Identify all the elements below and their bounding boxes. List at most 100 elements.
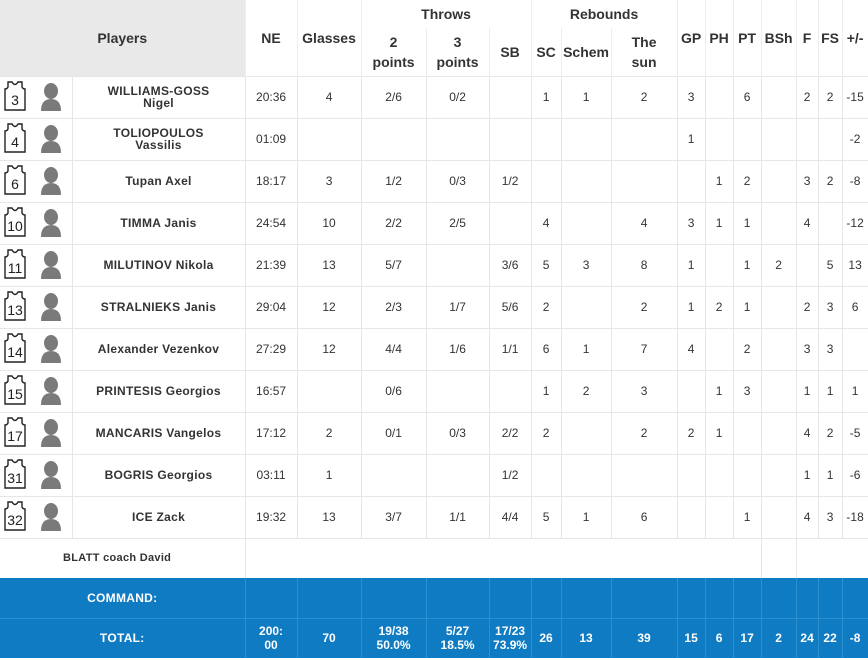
total-the-sun: 39 [611,617,678,658]
player-the-sun: 3 [611,369,678,412]
player-avatar-icon [40,501,62,531]
header-three-points[interactable]: 3 points [426,28,490,76]
player-name[interactable]: TIMMA Janis [72,201,246,244]
command-cell [611,578,678,618]
player-name[interactable]: ICE Zack [72,495,246,538]
player-plus-minus: 1 [842,369,868,412]
jersey-icon: 32 [4,500,26,531]
player-ne: 18:17 [245,159,298,202]
player-photo-cell [30,327,73,370]
player-row[interactable]: 32 ICE Zack 19:32 13 3/7 1/1 4/4 5 1 6 1 4 3 -18 [0,495,868,538]
player-row[interactable]: 15 PRINTESIS Georgios 16:57 0/6 1 2 3 1 3 1 1 1 [0,369,868,412]
jersey-icon: 10 [4,206,26,237]
player-row[interactable]: 11 MILUTINOV Nikola 21:39 13 5/7 3/6 5 3 8 1 1 2 5 13 [0,243,868,286]
header-f[interactable]: F [796,0,819,76]
player-glasses: 3 [297,159,362,202]
player-bsh [761,117,797,160]
player-fs: 3 [818,327,843,370]
header-bsh[interactable]: BSh [761,0,797,76]
player-schem: 2 [561,369,612,412]
header-fs[interactable]: FS [818,0,843,76]
player-row[interactable]: 13 STRALNIEKS Janis 29:04 12 2/3 1/7 5/6 2 2 1 2 1 2… [0,285,868,328]
coach-row: BLATT coach David [0,537,868,578]
header-players[interactable]: Players [0,0,246,76]
header-glasses[interactable]: Glasses [297,0,362,76]
jersey-number: 10 [7,217,23,234]
player-name[interactable]: TOLIOPOULOS Vassilis [72,117,246,160]
player-two-points: 0/6 [361,369,427,412]
player-name[interactable]: Alexander Vezenkov [72,327,246,370]
player-sc: 2 [531,411,562,454]
header-pt[interactable]: PT [733,0,762,76]
total-three-points: 5/27 18.5% [426,617,490,658]
header-gp[interactable]: GP [677,0,706,76]
player-gp [677,495,706,538]
player-name[interactable]: PRINTESIS Georgios [72,369,246,412]
player-sb [489,369,532,412]
coach-empty-stats [244,537,762,578]
total-schem: 13 [561,617,612,658]
player-name[interactable]: STRALNIEKS Janis [72,285,246,328]
header-plus-minus[interactable]: +/- [842,0,868,76]
player-row[interactable]: 31 BOGRIS Georgios 03:11 1 1/2 1 1 -6 [0,453,868,496]
total-ne: 200: 00 [245,617,298,658]
header-sb[interactable]: SB [489,28,532,76]
jersey-cell: 13 [0,285,30,328]
player-name[interactable]: WILLIAMS-GOSS Nigel [72,75,246,118]
player-name[interactable]: MILUTINOV Nikola [72,243,246,286]
command-cell [818,578,843,618]
player-row[interactable]: 17 MANCARIS Vangelos 17:12 2 0/1 0/3 2/2 2 2 2 1 4 2… [0,411,868,454]
player-three-points: 1/6 [426,327,490,370]
player-schem [561,159,612,202]
header-sc[interactable]: SC [531,28,562,76]
player-f [796,117,819,160]
jersey-icon: 15 [4,374,26,405]
jersey-cell: 32 [0,495,30,538]
jersey-cell: 31 [0,453,30,496]
player-ne: 16:57 [245,369,298,412]
player-fs [818,117,843,160]
jersey-cell: 4 [0,117,30,160]
coach-empty-f [760,537,797,578]
header-throws: Throws [361,0,532,28]
jersey-icon: 14 [4,332,26,363]
player-name[interactable]: MANCARIS Vangelos [72,411,246,454]
jersey-cell: 17 [0,411,30,454]
total-pt: 17 [733,617,762,658]
player-ph [705,75,734,118]
command-cell [561,578,612,618]
player-row[interactable]: 6 Tupan Axel 18:17 3 1/2 0/3 1/2 1 2 3 2 -8 [0,159,868,202]
player-name[interactable]: Tupan Axel [72,159,246,202]
player-two-points: 5/7 [361,243,427,286]
header-ph[interactable]: PH [705,0,734,76]
player-three-points [426,117,490,160]
player-the-sun: 6 [611,495,678,538]
total-sc: 26 [531,617,562,658]
total-plus-minus: -8 [842,617,868,658]
player-name[interactable]: BOGRIS Georgios [72,453,246,496]
player-sc: 4 [531,201,562,244]
player-row[interactable]: 14 Alexander Vezenkov 27:29 12 4/4 1/6 1/1 6 1 7 4… [0,327,868,370]
header-the-sun[interactable]: The sun [611,28,678,76]
jersey-number: 32 [7,511,23,528]
player-ph: 1 [705,369,734,412]
header-ne[interactable]: NE [245,0,298,76]
command-cell [426,578,490,618]
jersey-icon: 6 [4,164,26,195]
player-ne: 17:12 [245,411,298,454]
jersey-number: 4 [11,133,19,150]
jersey-icon: 13 [4,290,26,321]
player-glasses: 2 [297,411,362,454]
player-row[interactable]: 4 TOLIOPOULOS Vassilis 01:09 1 -2 [0,117,868,160]
player-photo-cell [30,75,73,118]
player-gp [677,369,706,412]
header-schem[interactable]: Schem [561,28,612,76]
coach-name[interactable]: BLATT coach David [0,537,246,578]
header-two-points[interactable]: 2 points [361,28,427,76]
jersey-icon: 11 [4,248,26,279]
player-fs: 2 [818,159,843,202]
total-row: TOTAL: 200: 00 70 19/38 50.0% 5/27 18.5%… [0,617,868,658]
player-fs: 5 [818,243,843,286]
player-row[interactable]: 10 TIMMA Janis 24:54 10 2/2 2/5 4 4 3 1 1 4 -12 [0,201,868,244]
player-row[interactable]: 3 WILLIAMS-GOSS Nigel 20:36 4 2/6 0/2 1 1 2 3 6 2 2-… [0,75,868,118]
